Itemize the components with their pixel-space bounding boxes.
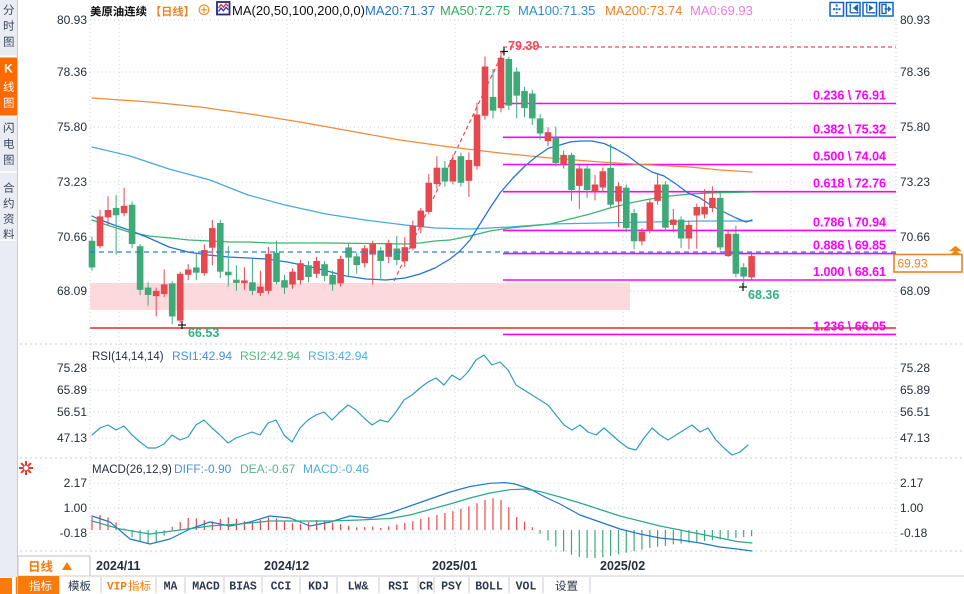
svg-text:RSI: RSI <box>388 581 409 594</box>
svg-text:KDJ: KDJ <box>308 581 329 594</box>
svg-text:-0.18: -0.18 <box>900 526 928 540</box>
svg-text:1.236 \ 66.05: 1.236 \ 66.05 <box>813 319 886 333</box>
svg-text:65.89: 65.89 <box>57 383 87 397</box>
svg-text:RSI2:42.94: RSI2:42.94 <box>240 349 300 363</box>
svg-text:70.66: 70.66 <box>57 230 87 244</box>
svg-text:0.618 \ 72.76: 0.618 \ 72.76 <box>813 177 886 191</box>
svg-text:MA0:69.93: MA0:69.93 <box>690 3 753 18</box>
svg-text:1.00: 1.00 <box>64 501 88 515</box>
svg-text:0.500 \ 74.04: 0.500 \ 74.04 <box>813 150 886 164</box>
svg-text:2.17: 2.17 <box>900 476 924 490</box>
svg-text:69.93: 69.93 <box>898 257 928 271</box>
svg-text:75.80: 75.80 <box>900 120 930 134</box>
svg-text:65.89: 65.89 <box>900 383 930 397</box>
svg-text:MACD:-0.46: MACD:-0.46 <box>303 462 369 476</box>
svg-text:75.28: 75.28 <box>57 361 87 375</box>
svg-text:68.36: 68.36 <box>748 288 779 302</box>
svg-text:RSI3:42.94: RSI3:42.94 <box>308 349 368 363</box>
svg-text:MA(20,50,100,200,0,0): MA(20,50,100,200,0,0) <box>232 3 365 18</box>
svg-text:2024/11: 2024/11 <box>96 559 141 573</box>
svg-text:0.382 \ 75.32: 0.382 \ 75.32 <box>813 122 886 136</box>
svg-text:MA20:71.37: MA20:71.37 <box>365 3 435 18</box>
svg-text:79.39: 79.39 <box>508 39 539 53</box>
svg-text:BOLL: BOLL <box>475 581 503 594</box>
svg-text:47.13: 47.13 <box>57 431 87 445</box>
svg-text:RSI(14,14,14): RSI(14,14,14) <box>92 351 164 363</box>
svg-text:56.51: 56.51 <box>57 405 87 419</box>
svg-text:66.53: 66.53 <box>188 326 219 340</box>
svg-text:MACD: MACD <box>192 581 220 594</box>
svg-text:75.80: 75.80 <box>57 120 87 134</box>
svg-text:47.13: 47.13 <box>900 431 930 445</box>
svg-text:K: K <box>4 62 13 76</box>
svg-text:MA50:72.75: MA50:72.75 <box>440 3 510 18</box>
svg-text:DIFF:-0.90: DIFF:-0.90 <box>174 462 232 476</box>
svg-text:78.36: 78.36 <box>900 65 930 79</box>
svg-text:MA200:73.74: MA200:73.74 <box>605 3 682 18</box>
svg-text:70.66: 70.66 <box>900 230 930 244</box>
svg-text:LW&: LW& <box>348 581 369 594</box>
svg-text:78.36: 78.36 <box>57 65 87 79</box>
svg-text:2.17: 2.17 <box>64 476 88 490</box>
svg-text:0.886 \ 69.85: 0.886 \ 69.85 <box>813 239 886 253</box>
svg-text:73.23: 73.23 <box>57 175 87 189</box>
svg-text:CR: CR <box>419 581 433 594</box>
svg-text:0.786 \ 70.94: 0.786 \ 70.94 <box>813 215 886 229</box>
svg-text:68.09: 68.09 <box>57 284 87 298</box>
svg-text:VIP: VIP <box>107 582 127 594</box>
svg-text:68.09: 68.09 <box>900 284 930 298</box>
svg-text:80.93: 80.93 <box>57 13 87 27</box>
svg-text:VOL: VOL <box>516 581 537 594</box>
svg-text:RSI1:42.94: RSI1:42.94 <box>172 349 232 363</box>
svg-text:2025/01: 2025/01 <box>432 559 477 573</box>
svg-text:MACD(26,12,9): MACD(26,12,9) <box>92 464 172 476</box>
svg-text:73.23: 73.23 <box>900 175 930 189</box>
svg-text:BIAS: BIAS <box>229 581 257 594</box>
svg-text:CCI: CCI <box>271 581 292 594</box>
svg-text:1.000 \ 68.61: 1.000 \ 68.61 <box>813 265 886 279</box>
svg-text:DEA:-0.67: DEA:-0.67 <box>240 462 296 476</box>
svg-text:56.51: 56.51 <box>900 405 930 419</box>
svg-text:-0.18: -0.18 <box>60 526 88 540</box>
svg-text:80.93: 80.93 <box>900 13 930 27</box>
svg-text:PSY: PSY <box>441 581 462 594</box>
svg-text:2024/12: 2024/12 <box>264 559 309 573</box>
svg-text:0.236 \ 76.91: 0.236 \ 76.91 <box>813 89 886 103</box>
svg-text:75.28: 75.28 <box>900 361 930 375</box>
svg-text:2025/02: 2025/02 <box>600 559 645 573</box>
svg-text:1.00: 1.00 <box>900 501 924 515</box>
svg-text:MA100:71.35: MA100:71.35 <box>518 3 595 18</box>
svg-text:MA: MA <box>164 581 178 594</box>
